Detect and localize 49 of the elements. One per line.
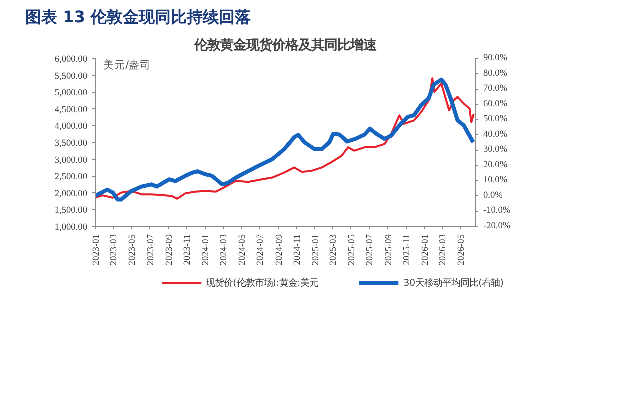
y-tick-label: 2,000.00 <box>54 189 88 200</box>
y2-tick-label: 20.0% <box>484 160 508 170</box>
x-tick-label: 2024-01 <box>202 234 212 266</box>
x-tick-label: 2023-05 <box>128 234 138 266</box>
y2-tick-label: 60.0% <box>484 99 508 110</box>
x-tick-label: 2026-03 <box>438 234 449 266</box>
x-tick-label: 2024-05 <box>238 234 248 266</box>
y2-tick-label: -10.0% <box>484 206 511 216</box>
chart-title: 图表 13 伦敦金现同比持续回落 <box>26 8 251 26</box>
y-axis-title: 美元/盎司 <box>104 58 152 72</box>
y2-tick-label: 0.0% <box>484 190 504 201</box>
chart-subtitle: 伦敦黄金现货价格及其同比增速 <box>194 38 378 54</box>
y-tick-label: 2,500.00 <box>54 172 88 183</box>
x-tick-label: 2024-07 <box>256 234 266 266</box>
y-tick-label: 4,500.00 <box>54 105 88 116</box>
x-tick-label: 2025-11 <box>402 234 413 266</box>
x-tick-label: 2024-03 <box>220 234 230 266</box>
x-tick-label: 2026-01 <box>420 234 431 266</box>
legend-label: 现货价(伦敦市场):黄金:美元 <box>206 276 319 290</box>
x-tick-label: 2025-09 <box>384 234 394 266</box>
y2-tick-label: 10.0% <box>484 176 508 186</box>
y-tick-label: 1,500.00 <box>54 206 88 216</box>
y-tick-label: 6,000.00 <box>54 55 88 65</box>
y2-tick-label: 30.0% <box>484 145 508 156</box>
y2-tick-label: 90.0% <box>484 54 508 64</box>
x-tick-label: 2024-09 <box>274 234 285 266</box>
y2-tick-label: -20.0% <box>484 222 511 232</box>
y-tick-label: 5,500.00 <box>54 72 88 82</box>
x-tick-label: 2023-09 <box>164 234 175 266</box>
x-tick-label: 2023-01 <box>92 234 102 266</box>
y-tick-label: 3,500.00 <box>54 139 88 149</box>
y-tick-label: 1,000.00 <box>54 223 88 233</box>
y-tick-label: 5,000.00 <box>54 88 88 99</box>
y2-tick-label: 70.0% <box>484 84 508 94</box>
x-tick-label: 2024-11 <box>293 234 304 266</box>
x-tick-label: 2023-07 <box>146 234 156 266</box>
x-tick-label: 2026-05 <box>456 234 467 266</box>
x-tick-label: 2023-11 <box>183 234 194 266</box>
y2-tick-label: 50.0% <box>484 114 508 125</box>
y-tick-label: 3,000.00 <box>54 156 88 166</box>
x-tick-label: 2025-01 <box>311 234 322 266</box>
x-tick-label: 2023-03 <box>110 234 120 266</box>
x-tick-label: 2025-05 <box>347 234 358 266</box>
x-tick-label: 2025-03 <box>329 234 340 266</box>
x-tick-label: 2025-07 <box>366 234 376 266</box>
legend-label: 30天移动平均同比(右轴) <box>404 276 504 290</box>
y2-tick-label: 80.0% <box>484 68 508 79</box>
y2-tick-label: 40.0% <box>484 130 508 140</box>
y-tick-label: 4,000.00 <box>54 122 88 132</box>
